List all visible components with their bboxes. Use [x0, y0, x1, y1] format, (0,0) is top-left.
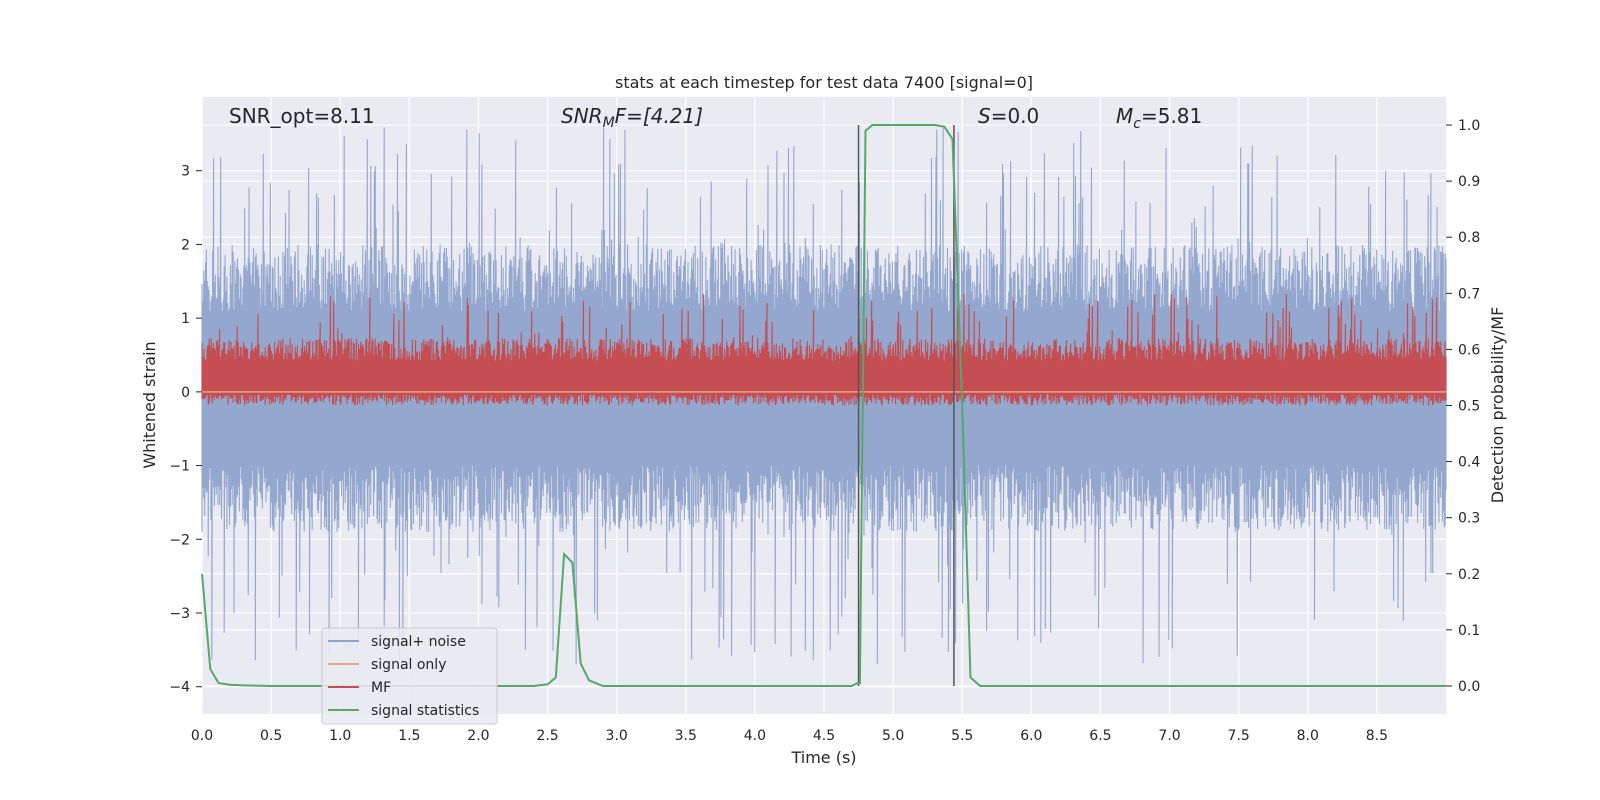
x-tick-label: 6.0	[1020, 728, 1042, 744]
x-tick-label: 1.0	[329, 728, 351, 744]
left-tick-label: 1	[181, 311, 190, 327]
x-tick-label: 1.5	[398, 728, 420, 744]
legend-box	[321, 627, 498, 725]
left-tick-label: 2	[181, 237, 190, 253]
right-tick-label: 0.5	[1458, 399, 1480, 415]
legend-label-signal-noise: signal+ noise	[371, 634, 466, 650]
x-tick-label: 8.0	[1297, 728, 1319, 744]
x-tick-label: 4.0	[744, 728, 766, 744]
right-tick-label: 0.9	[1458, 174, 1480, 190]
left-tick-label: −3	[169, 606, 190, 622]
x-tick-label: 7.0	[1158, 728, 1180, 744]
right-tick-label: 0.8	[1458, 230, 1480, 246]
right-tick-label: 0.4	[1458, 455, 1480, 471]
right-tick-label: 0.2	[1458, 567, 1480, 583]
x-axis-ticks: 0.0 0.5 1.0 1.5 2.0 2.5 3.0 3.5 4.0 4.5 5.0 5.5 6.0 6…	[191, 728, 1388, 744]
snr-opt-annotation: SNR_opt=8.11	[229, 104, 375, 128]
x-tick-label: 2.5	[536, 728, 558, 744]
right-axis-label: Detection probability/MF	[1488, 307, 1507, 504]
right-tick-label: 0.6	[1458, 342, 1480, 358]
chart-title: stats at each timestep for test data 740…	[615, 73, 1033, 92]
x-tick-label: 2.0	[467, 728, 489, 744]
x-axis-label: Time (s)	[790, 748, 856, 767]
right-tick-label: 0.3	[1458, 511, 1480, 527]
legend-label-signal-statistics: signal statistics	[371, 703, 479, 719]
s-annotation: S=0.0	[978, 104, 1039, 128]
x-tick-label: 0.0	[191, 728, 213, 744]
legend-label-mf: MF	[371, 680, 391, 696]
x-tick-label: 3.5	[675, 728, 697, 744]
right-axis-ticks: 0.0 0.1 0.2 0.3 0.4 0.5 0.6 0.7 0.8 0.9 1.0	[1446, 118, 1480, 695]
signal-noise-series	[201, 127, 1447, 665]
x-tick-label: 8.5	[1366, 728, 1388, 744]
mc-annotation: Mc=5.81	[1116, 104, 1202, 132]
x-tick-label: 5.5	[951, 728, 973, 744]
x-tick-label: 6.5	[1089, 728, 1111, 744]
x-tick-label: 0.5	[260, 728, 282, 744]
signal-noise-line	[201, 127, 1447, 665]
legend-label-signal-only: signal only	[371, 657, 446, 673]
left-tick-label: −2	[169, 532, 190, 548]
x-tick-label: 7.5	[1228, 728, 1250, 744]
x-tick-label: 5.0	[882, 728, 904, 744]
x-tick-label: 4.5	[813, 728, 835, 744]
snr-mf-annotation: SNRMF=[4.21]	[561, 104, 703, 131]
left-tick-label: 3	[181, 164, 190, 180]
x-tick-label: 3.0	[606, 728, 628, 744]
left-axis-ticks: −4 −3 −2 −1 0 1 2 3	[169, 164, 202, 696]
legend: signal+ noise signal only MF signal stat…	[321, 627, 498, 725]
left-tick-label: −1	[169, 459, 190, 475]
detection-window-lines	[857, 125, 955, 686]
right-tick-label: 0.7	[1458, 286, 1480, 302]
left-tick-label: −4	[169, 680, 190, 696]
left-axis-label: Whitened strain	[140, 341, 159, 468]
right-tick-label: 1.0	[1458, 118, 1480, 134]
right-tick-label: 0.1	[1458, 623, 1480, 639]
right-tick-label: 0.0	[1458, 679, 1480, 695]
left-tick-label: 0	[181, 385, 190, 401]
